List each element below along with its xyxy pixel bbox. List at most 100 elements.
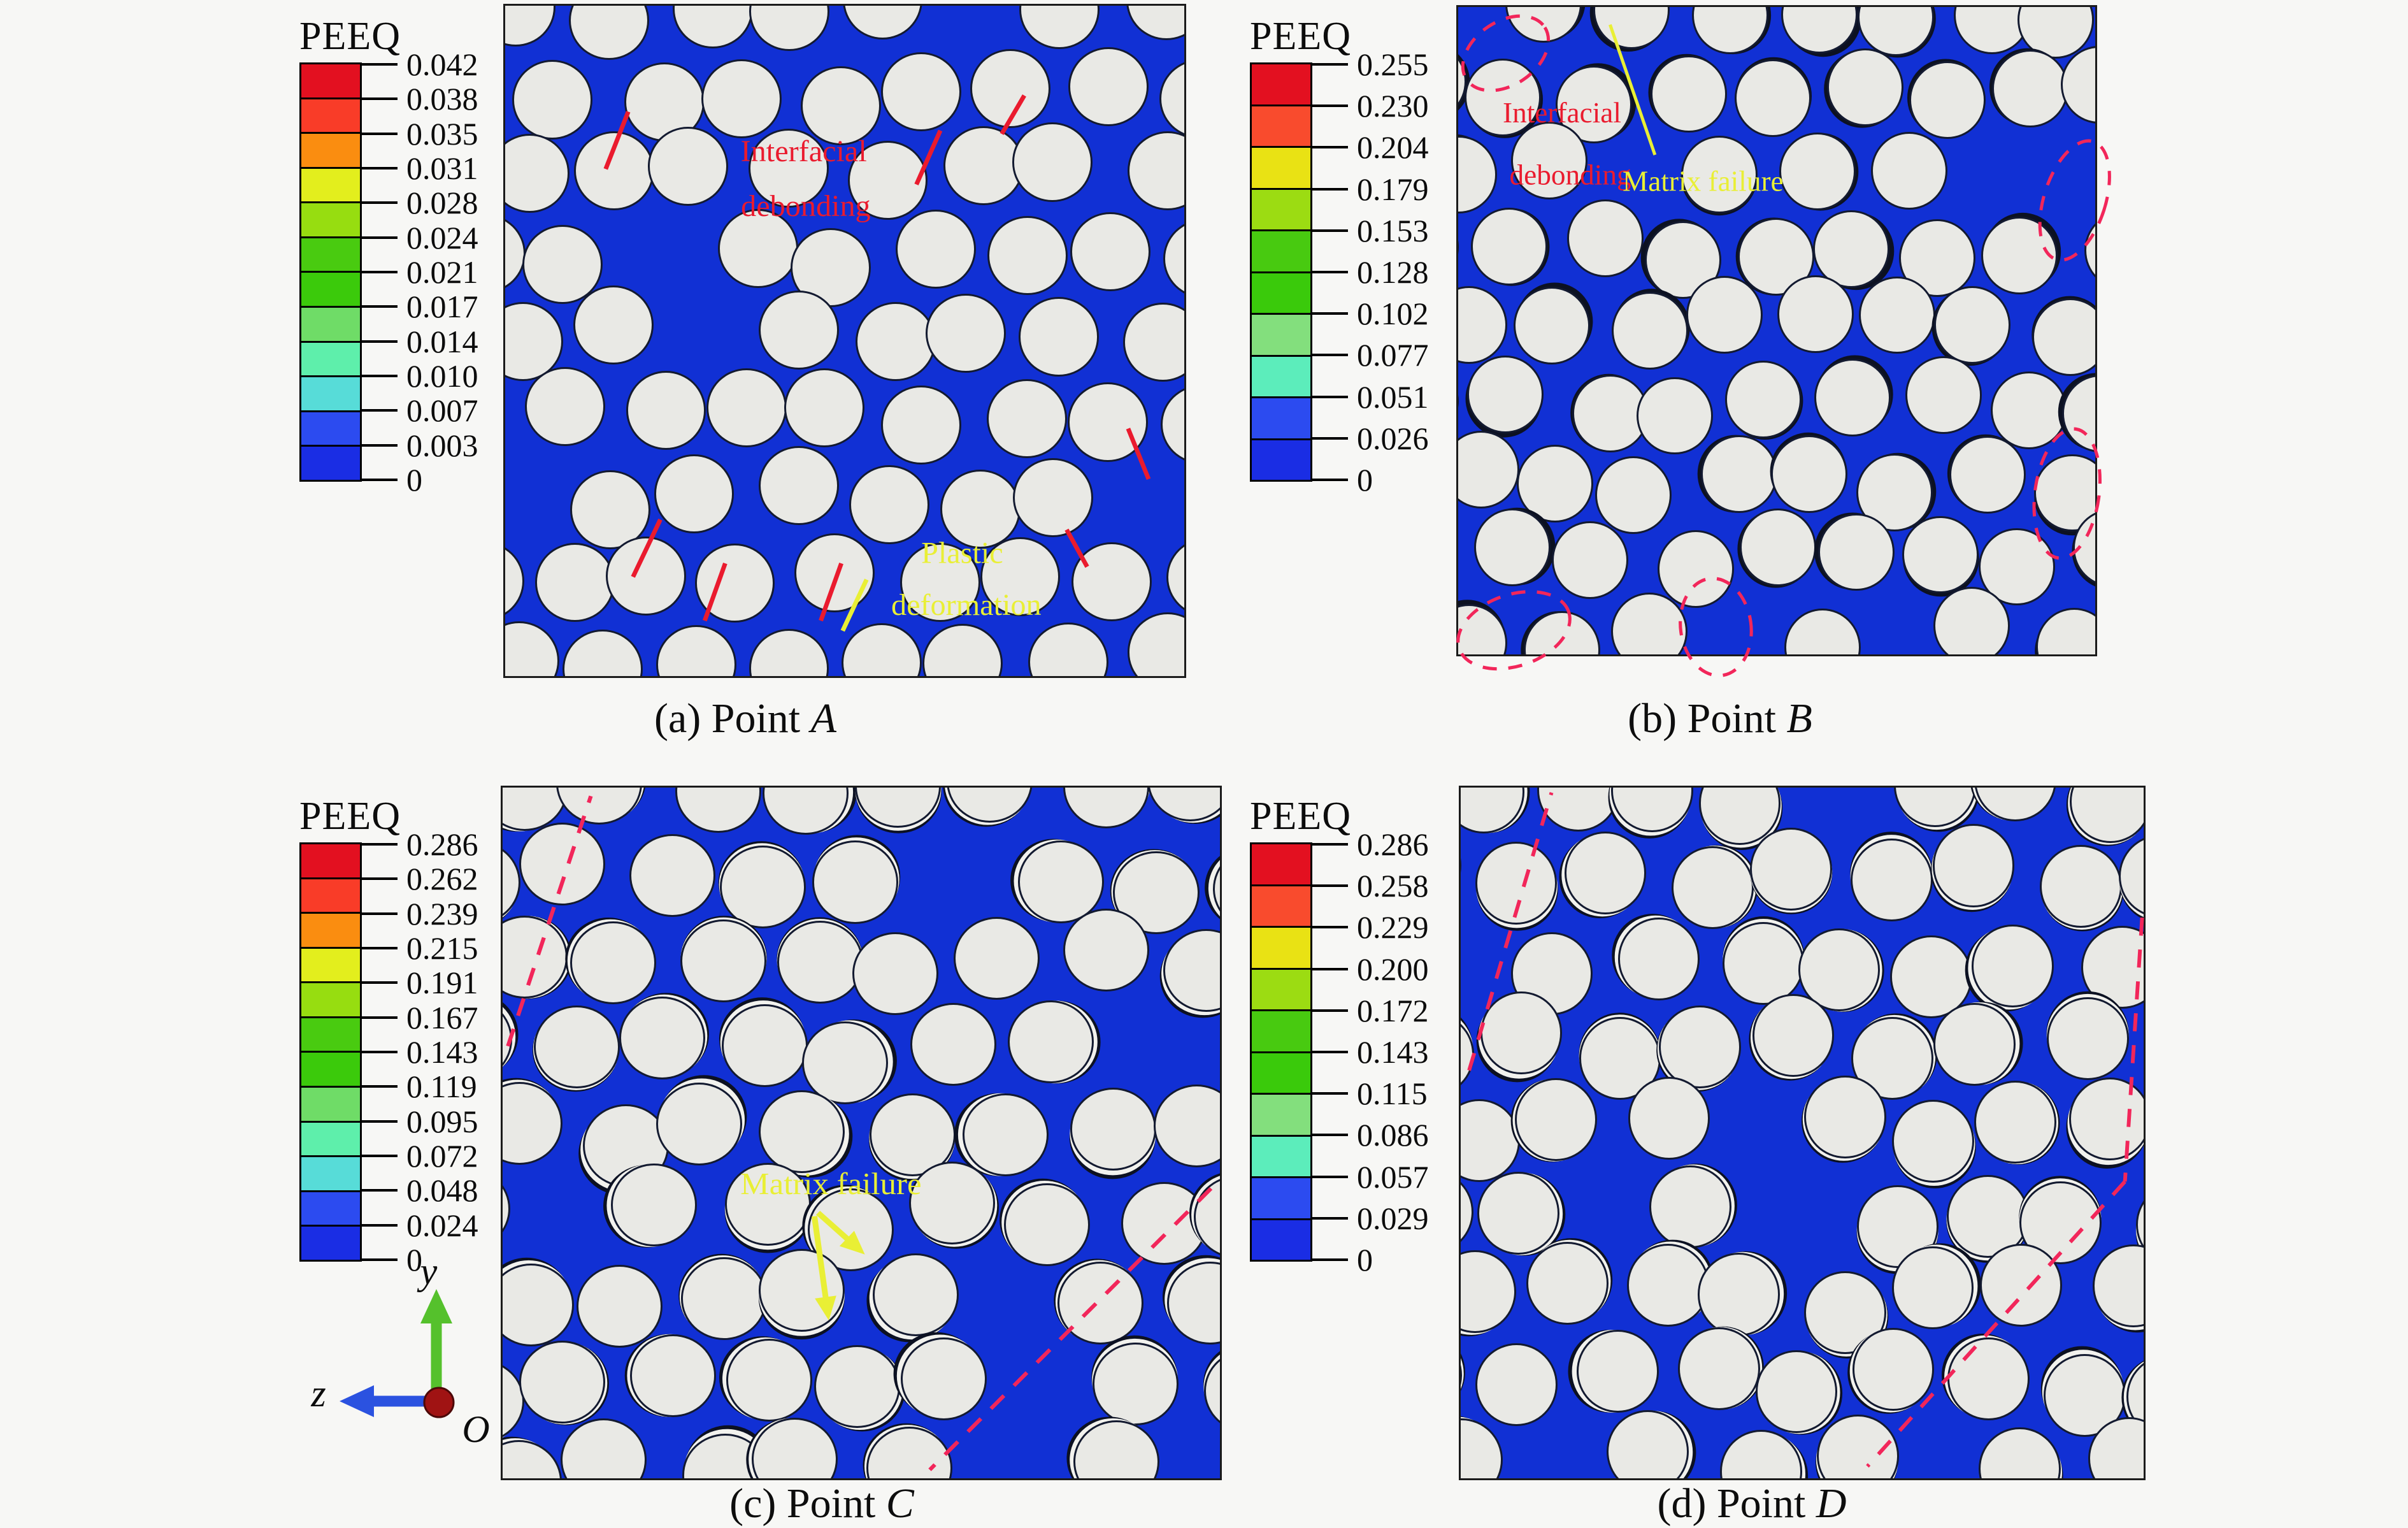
colorbar-tick: [1312, 843, 1348, 846]
colorbar-tick: [1312, 312, 1348, 315]
fiber: [1649, 1165, 1731, 1249]
legend-panel-d: PEEQ 0.286 0.258 0.229 0.200 0.172 0.143 0.115…: [1250, 794, 1505, 1277]
colorbar-tick: [1312, 188, 1348, 191]
fiber: [1458, 136, 1497, 214]
fiber: [1458, 365, 1459, 443]
fiber: [726, 1338, 813, 1422]
fiber: [872, 1253, 959, 1336]
colorbar-band: [301, 1120, 360, 1156]
colorbar-tick: [1312, 1176, 1348, 1178]
fiber: [1154, 1084, 1220, 1167]
fiber: [1003, 1183, 1091, 1266]
colorbar-band: [301, 912, 360, 947]
fiber: [1163, 929, 1220, 1013]
fiber: [926, 293, 1007, 373]
colorbar-band: [301, 1016, 360, 1051]
colorbar-tick-label: 0.031: [406, 150, 478, 186]
colorbar-band: [1252, 313, 1310, 355]
fiber: [1012, 458, 1093, 537]
caption-text: (b) Point: [1628, 695, 1787, 742]
colorbar-band: [301, 306, 360, 341]
colorbar-band: [1252, 146, 1310, 188]
fiber: [1523, 611, 1600, 654]
colorbar-tick-label: 0.086: [1357, 1117, 1429, 1153]
legend-panel-a: PEEQ 0.042 0.038 0.035 0.031 0.028 0.024 0.021…: [299, 14, 554, 497]
fiber: [1798, 928, 1881, 1012]
fiber: [852, 932, 939, 1016]
colorbar-band: [301, 97, 360, 133]
fiber: [1770, 435, 1847, 513]
fiber: [681, 1257, 768, 1340]
fiber: [1458, 430, 1520, 508]
fiber: [1980, 1243, 2062, 1327]
colorbar-tick: [1312, 1134, 1348, 1136]
fiber: [812, 840, 898, 924]
fiber: [1894, 788, 1976, 828]
contour-plot-a: [503, 4, 1186, 678]
fiber: [533, 1005, 620, 1088]
fiber: [512, 60, 592, 140]
fiber: [1651, 55, 1728, 133]
fiber: [505, 541, 525, 621]
fiber: [2036, 608, 2095, 654]
colorbar-tick-label: 0.204: [1357, 129, 1429, 165]
colorbar-tick: [362, 1189, 398, 1192]
colorbar-tick: [1312, 271, 1348, 273]
fiber: [505, 6, 556, 47]
fiber: [1659, 1005, 1741, 1089]
colorbar-tick-label: 0.014: [406, 324, 478, 359]
fiber: [1979, 1427, 2061, 1478]
fiber: [1461, 824, 1462, 907]
colorbar-band: [1252, 438, 1310, 480]
colorbar-band: [301, 877, 360, 912]
colorbar-tick-label: 0.051: [1357, 379, 1429, 415]
colorbar-tick-label: 0.255: [1357, 47, 1429, 82]
fiber: [1681, 136, 1758, 213]
colorbar-band: [1252, 354, 1310, 396]
colorbar-tick: [362, 375, 398, 377]
fiber: [1755, 1350, 1838, 1433]
colorbar-tick: [362, 1085, 398, 1088]
colorbar-tick-label: 0.230: [1357, 88, 1429, 124]
colorbar-tick-label: 0.191: [406, 965, 478, 1000]
colorbar-band: [301, 1155, 360, 1190]
colorbar: [299, 842, 362, 1262]
colorbar-band: [301, 1225, 360, 1260]
colorbar-tick-label: 0.007: [406, 393, 478, 428]
fiber: [503, 1167, 510, 1250]
colorbar-tick: [1312, 354, 1348, 356]
fiber: [505, 133, 570, 213]
fiber: [1019, 6, 1100, 50]
fiber: [2039, 845, 2122, 928]
fiber: [1974, 788, 2057, 821]
colorbar-tick-label: 0.057: [1357, 1159, 1429, 1195]
colorbar-tick-label: 0.028: [406, 185, 478, 220]
colorbar-tick-label: 0.024: [406, 220, 478, 256]
fiber: [1122, 303, 1184, 382]
fiber: [794, 533, 875, 612]
fiber: [1891, 1246, 1974, 1329]
colorbar-tick: [362, 1016, 398, 1019]
fiber: [1932, 824, 2015, 907]
fiber: [656, 625, 736, 676]
colorbar-tick-label: 0: [1357, 1242, 1373, 1278]
colorbar-tick-label: 0.115: [1357, 1076, 1428, 1111]
caption-text: (d) Point: [1657, 1480, 1816, 1527]
fiber: [1595, 456, 1672, 534]
origin-sphere: [423, 1387, 455, 1418]
fiber: [1672, 846, 1754, 929]
fiber: [900, 542, 981, 622]
colorbar-tick-label: 0.262: [406, 861, 478, 897]
fiber: [503, 916, 568, 999]
fiber: [1607, 1409, 1689, 1478]
fiber: [1458, 285, 1507, 364]
fiber: [1850, 839, 1933, 922]
contour-plot-d: [1459, 786, 2146, 1480]
colorbar-tick-label: 0.042: [406, 47, 478, 82]
fiber: [1974, 1080, 2056, 1164]
colorbar-band: [301, 981, 360, 1016]
fiber: [1719, 1430, 1802, 1478]
fiber: [1475, 842, 1558, 925]
colorbar-tick-label: 0: [406, 1242, 422, 1278]
